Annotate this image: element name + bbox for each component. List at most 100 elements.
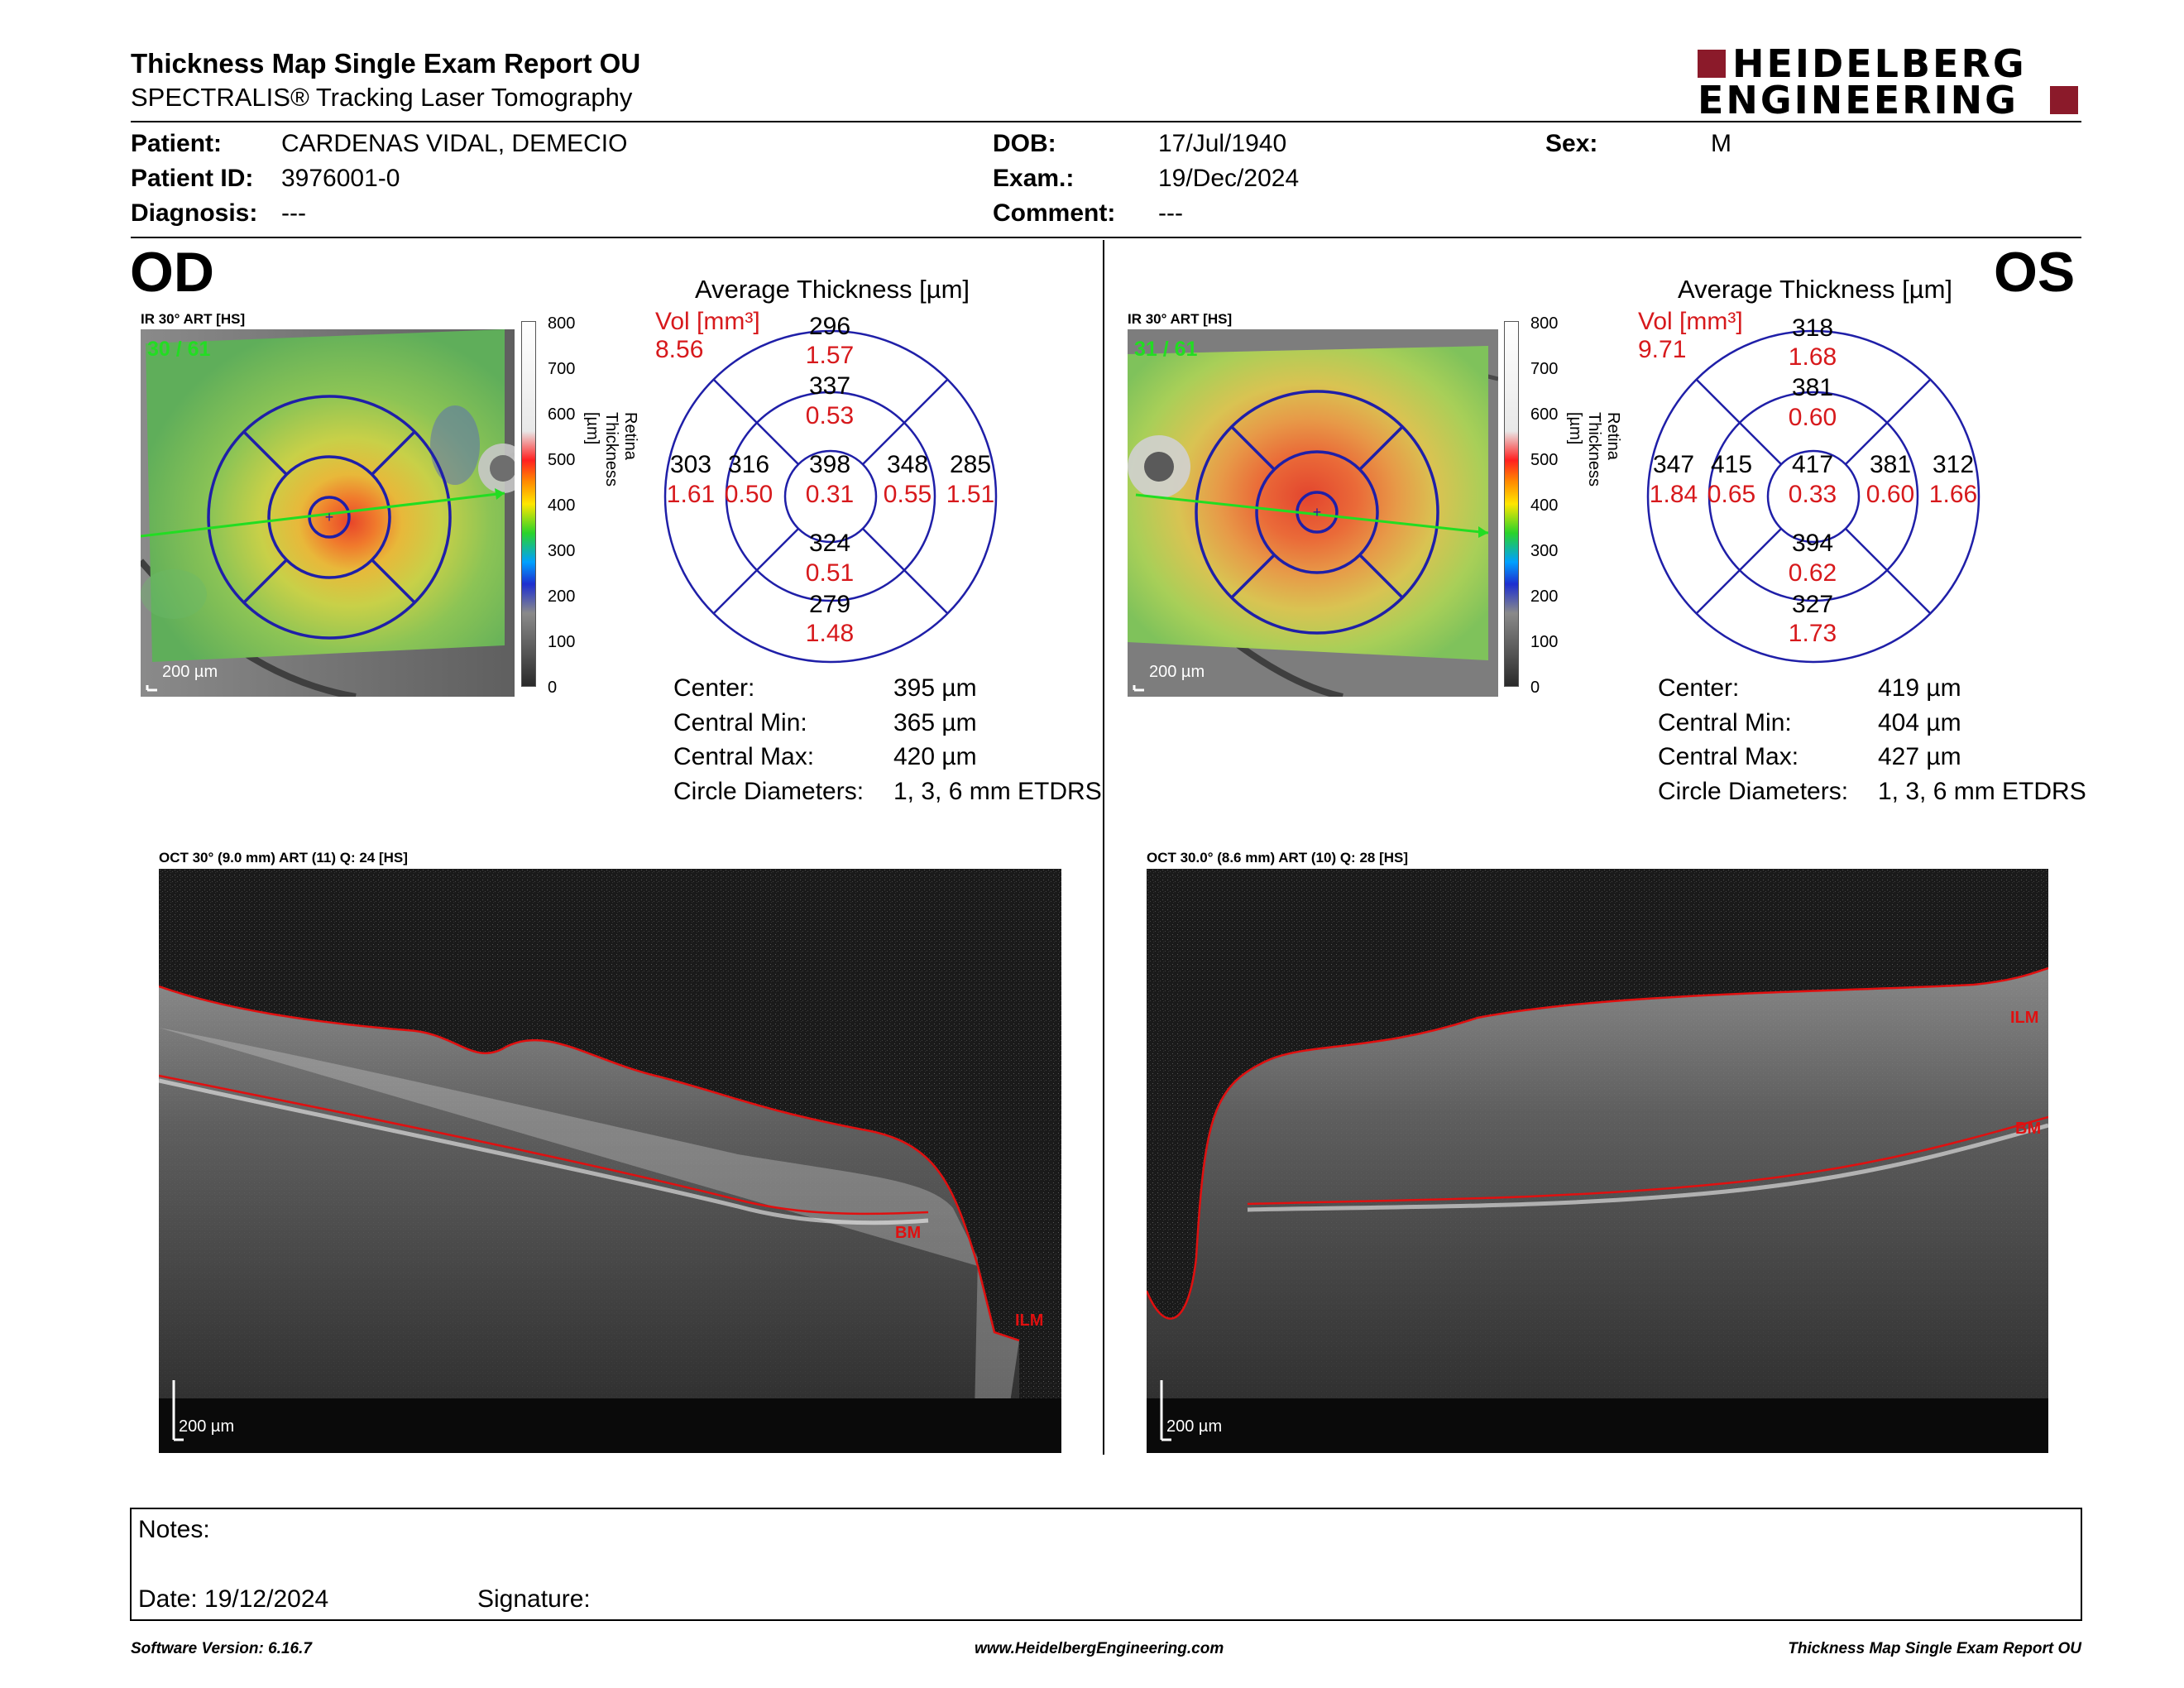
os-center-label: Center: — [1658, 674, 1740, 702]
os-oct-caption: OCT 30.0° (8.6 mm) ART (10) Q: 28 [HS] — [1147, 850, 1409, 866]
od-bm-label: BM — [895, 1224, 921, 1242]
od-central-min-label: Central Min: — [673, 709, 807, 736]
os-outer-inf-thickness: 327 — [1791, 591, 1834, 618]
os-map-scale: 200 µm — [1149, 663, 1205, 681]
os-bm-label: BM — [2015, 1120, 2041, 1138]
exam-label: Exam.: — [993, 165, 1075, 192]
os-outer-sup-volume: 1.68 — [1788, 343, 1837, 371]
os-ilm-label: ILM — [2010, 1009, 2038, 1027]
patient-label: Patient: — [131, 130, 223, 157]
od-outer-left-thickness: 303 — [669, 451, 712, 478]
patient-id-label: Patient ID: — [131, 165, 254, 192]
os-central-max-label: Central Max: — [1658, 743, 1799, 770]
report-subtitle: SPECTRALIS® Tracking Laser Tomography — [131, 83, 633, 112]
os-outer-left-thickness: 347 — [1652, 451, 1695, 478]
od-etdrs-grid — [663, 329, 998, 664]
od-center-label: Center: — [673, 674, 755, 702]
header-divider — [131, 121, 2081, 122]
od-inner-sup-thickness: 337 — [808, 372, 851, 400]
sex-label: Sex: — [1545, 130, 1598, 157]
od-center-value: 395 µm — [893, 674, 977, 702]
od-vol-total: 8.56 — [655, 336, 704, 363]
svg-text:+: + — [325, 509, 334, 525]
od-ilm-label: ILM — [1015, 1312, 1043, 1330]
os-oct-scale: 200 µm — [1166, 1417, 1222, 1436]
software-version: Software Version: 6.16.7 — [131, 1640, 312, 1657]
od-inner-left-volume: 0.50 — [724, 481, 774, 508]
od-central-min-value: 365 µm — [893, 709, 977, 736]
os-outer-right-thickness: 312 — [1932, 451, 1975, 478]
os-ir-caption: IR 30° ART [HS] — [1128, 311, 1233, 327]
notes-label: Notes: — [138, 1516, 210, 1543]
os-outer-sup-thickness: 318 — [1791, 314, 1834, 342]
od-colorbar-title: Retina Thickness [µm] — [583, 412, 639, 487]
od-outer-left-volume: 1.61 — [666, 481, 716, 508]
website-link[interactable]: www.HeidelbergEngineering.com — [975, 1640, 1224, 1657]
os-vol-total: 9.71 — [1638, 336, 1687, 363]
eye-separator — [1103, 240, 1104, 1455]
diagnosis-value: --- — [281, 199, 306, 227]
os-center-thickness: 417 — [1791, 451, 1834, 478]
svg-text:+: + — [1313, 504, 1322, 520]
od-circle-diam-label: Circle Diameters: — [673, 778, 864, 805]
od-thickness-map: + 30 / 61 200 µm — [141, 329, 515, 697]
notes-date: Date: 19/12/2024 — [138, 1585, 329, 1613]
os-circle-diam-label: Circle Diameters: — [1658, 778, 1849, 805]
od-ir-caption: IR 30° ART [HS] — [141, 311, 246, 327]
diagnosis-label: Diagnosis: — [131, 199, 258, 227]
os-inner-right-volume: 0.60 — [1866, 481, 1915, 508]
os-outer-right-volume: 1.66 — [1928, 481, 1978, 508]
od-central-max-value: 420 µm — [893, 743, 977, 770]
comment-label: Comment: — [993, 199, 1116, 227]
os-vol-label: Vol [mm³] — [1638, 308, 1743, 335]
od-circle-diam-value: 1, 3, 6 mm ETDRS — [893, 778, 1102, 805]
os-label: OS — [1994, 241, 2076, 304]
os-central-max-value: 427 µm — [1878, 743, 1961, 770]
od-outer-right-thickness: 285 — [949, 451, 992, 478]
os-center-volume: 0.33 — [1788, 481, 1837, 508]
dob-value: 17/Jul/1940 — [1158, 130, 1287, 157]
od-label: OD — [130, 241, 214, 304]
od-map-scale: 200 µm — [162, 663, 218, 681]
os-inner-sup-volume: 0.60 — [1788, 404, 1837, 431]
os-thickness-map: + 31 / 61 200 µm — [1128, 329, 1498, 697]
signature-label: Signature: — [477, 1585, 591, 1613]
os-central-min-label: Central Min: — [1658, 709, 1792, 736]
comment-value: --- — [1158, 199, 1183, 227]
od-outer-right-volume: 1.51 — [946, 481, 995, 508]
os-etdrs-grid — [1646, 329, 1980, 664]
od-frame-counter: 30 / 61 — [147, 338, 211, 361]
report-title: Thickness Map Single Exam Report OU — [131, 48, 641, 79]
exam-value: 19/Dec/2024 — [1158, 165, 1300, 192]
od-inner-left-thickness: 316 — [727, 451, 770, 478]
os-outer-inf-volume: 1.73 — [1788, 620, 1837, 647]
os-frame-counter: 31 / 61 — [1134, 338, 1198, 361]
os-inner-right-thickness: 381 — [1869, 451, 1912, 478]
patient-name: CARDENAS VIDAL, DEMECIO — [281, 130, 628, 157]
od-inner-inf-volume: 0.51 — [805, 559, 855, 587]
os-circle-diam-value: 1, 3, 6 mm ETDRS — [1878, 778, 2086, 805]
od-avg-title: Average Thickness [µm] — [694, 275, 970, 304]
os-inner-inf-volume: 0.62 — [1788, 559, 1837, 587]
os-inner-sup-thickness: 381 — [1791, 374, 1834, 401]
od-center-thickness: 398 — [808, 451, 851, 478]
os-outer-left-volume: 1.84 — [1649, 481, 1698, 508]
notes-box[interactable]: Notes: Date: 19/12/2024 Signature: — [130, 1508, 2082, 1621]
od-inner-inf-thickness: 324 — [808, 530, 851, 557]
os-center-value: 419 µm — [1878, 674, 1961, 702]
os-inner-left-thickness: 415 — [1710, 451, 1753, 478]
od-oct-scale: 200 µm — [179, 1417, 234, 1436]
od-outer-sup-volume: 1.57 — [805, 342, 855, 369]
os-colorbar-title: Retina Thickness [µm] — [1566, 412, 1622, 487]
od-outer-inf-volume: 1.48 — [805, 620, 855, 647]
os-avg-title: Average Thickness [µm] — [1677, 275, 1953, 304]
od-inner-right-volume: 0.55 — [883, 481, 932, 508]
footer-report-name: Thickness Map Single Exam Report OU — [1788, 1640, 2081, 1657]
od-oct-bscan: BM ILM 200 µm — [159, 869, 1061, 1453]
od-inner-right-thickness: 348 — [886, 451, 929, 478]
os-inner-left-volume: 0.65 — [1707, 481, 1756, 508]
od-vol-label: Vol [mm³] — [655, 308, 760, 335]
patient-id: 3976001-0 — [281, 165, 400, 192]
sex-value: M — [1711, 130, 1731, 157]
od-outer-sup-thickness: 296 — [808, 313, 851, 340]
